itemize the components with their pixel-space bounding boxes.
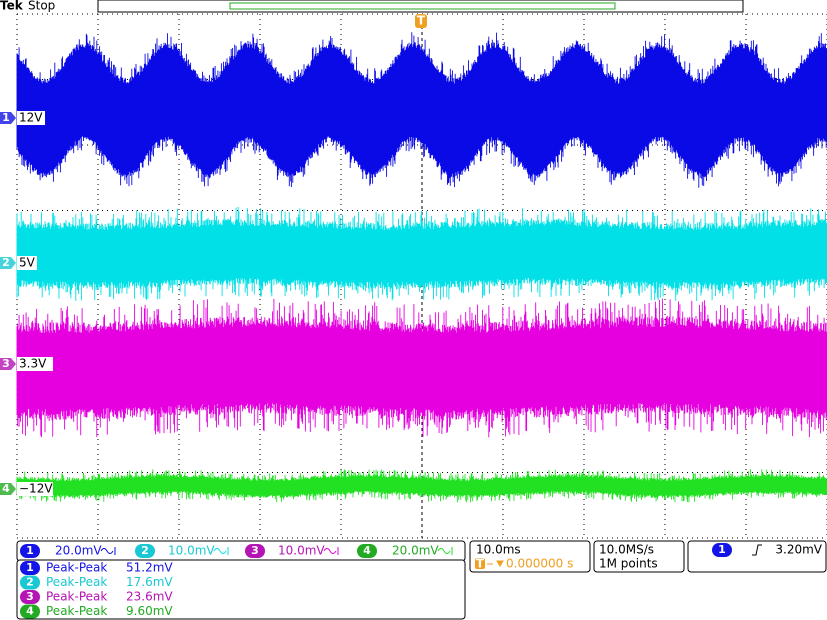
- measurement-panel: [16, 559, 466, 620]
- channel-pill: [357, 544, 377, 558]
- channel-number: 1: [26, 544, 34, 557]
- measure-name: Peak-Peak: [46, 604, 107, 618]
- channel-label: −12V: [19, 482, 53, 496]
- waveform: [16, 469, 827, 503]
- measure-pill: [20, 561, 40, 575]
- time-scale: 10.0ms: [476, 543, 521, 557]
- measure-pill: [20, 575, 40, 590]
- channel-scale: 20.0mV: [392, 544, 439, 558]
- channel-markers: 1 12V 2 5V 3 3.3V 4 −12V: [0, 111, 53, 496]
- waveforms: [16, 32, 827, 503]
- channel-label-bg: [17, 482, 53, 496]
- channel-marker-number: 4: [2, 482, 10, 495]
- acquisition-panel: [593, 540, 685, 573]
- channel-label: 3.3V: [19, 357, 47, 371]
- channel-pill: [135, 544, 155, 558]
- position-arrow: [487, 560, 504, 567]
- trigger-source: 1: [718, 543, 726, 556]
- channel-marker: [0, 112, 16, 124]
- channel-pill: [245, 544, 265, 558]
- channel-marker-number: 3: [2, 357, 10, 370]
- channel-marker: [0, 257, 16, 269]
- channel-label: 5V: [19, 256, 36, 270]
- time-position-icon-label: T: [476, 557, 485, 571]
- channel-number: 3: [251, 544, 259, 557]
- measure-value: 17.6mV: [126, 575, 173, 589]
- channel-label: 12V: [19, 111, 43, 125]
- measure-channel: 4: [26, 605, 34, 618]
- measure-channel: 3: [26, 590, 34, 603]
- bandwidth-icon: [323, 547, 339, 555]
- measure-name: Peak-Peak: [46, 590, 107, 604]
- trigger-marker: [415, 14, 427, 28]
- channel-marker: [0, 483, 16, 495]
- measure-pill: [20, 604, 40, 619]
- sample-rate: 10.0MS/s: [599, 543, 654, 557]
- channel-number: 2: [141, 544, 149, 557]
- channel-marker: [0, 358, 16, 370]
- trigger-marker-label: T: [417, 14, 426, 28]
- time-position-icon: [475, 558, 485, 569]
- measure-channel: 2: [26, 576, 34, 589]
- waveform: [16, 207, 827, 301]
- channel-readouts: 1 20.0mV 1 Peak-Peak 51.2mV 2 10.0mV 2 Peak-Peak…: [20, 544, 453, 619]
- measure-value: 9.60mV: [126, 604, 173, 618]
- measure-name: Peak-Peak: [46, 561, 107, 575]
- channel-label-bg: [17, 111, 45, 125]
- edge-icon: [752, 544, 762, 556]
- trigger-source-pill: [712, 543, 732, 557]
- waveform: [16, 32, 827, 188]
- channel-marker-number: 1: [2, 111, 10, 124]
- channel-scale: 10.0mV: [168, 544, 215, 558]
- channel-label-bg: [17, 357, 53, 371]
- measure-pill: [20, 590, 40, 604]
- bandwidth-icon: [213, 547, 229, 555]
- run-status: Stop: [28, 0, 55, 13]
- measure-value: 51.2mV: [126, 561, 173, 575]
- channel-pill: [20, 544, 40, 558]
- channel-scale: 10.0mV: [278, 544, 325, 558]
- bandwidth-icon: [437, 547, 453, 555]
- channel-marker-number: 2: [2, 256, 10, 269]
- channel-number: 4: [363, 544, 371, 557]
- trigger-level: 3.20mV: [775, 543, 822, 557]
- measure-name: Peak-Peak: [46, 575, 107, 589]
- record-length: 1M points: [599, 557, 658, 571]
- measure-value: 23.6mV: [126, 590, 173, 604]
- channel-scale: 20.0mV: [55, 544, 102, 558]
- brand: Tek: [0, 0, 24, 13]
- measure-channel: 1: [26, 561, 34, 574]
- channel-label-bg: [17, 256, 37, 270]
- bandwidth-icon: [100, 547, 116, 555]
- time-position: 0.000000 s: [506, 557, 573, 571]
- record-window: [229, 2, 616, 10]
